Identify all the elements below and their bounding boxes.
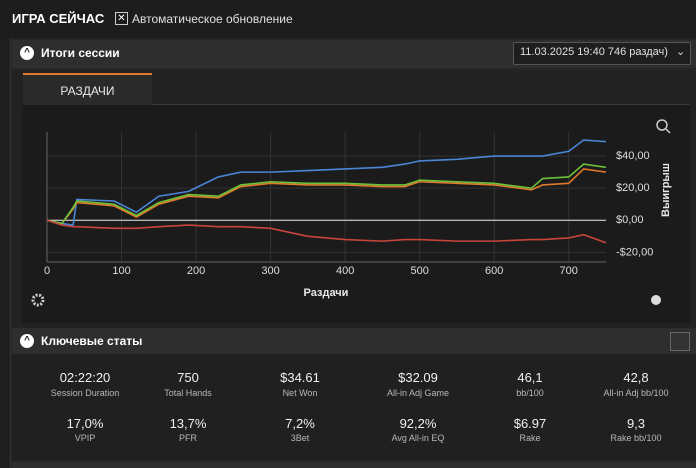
series-line [46, 168, 607, 225]
dropdown-text[interactable]: 11.03.2025 19:40 746 раздач) [520, 46, 668, 58]
stat-value: 17,0% [66, 416, 104, 431]
tab-label[interactable]: РАЗДАЧИ [60, 84, 115, 98]
stats-body [12, 354, 696, 460]
zoom-icon[interactable] [656, 119, 668, 131]
stat-label: Rake bb/100 [610, 433, 662, 443]
x-tick-label: 400 [336, 265, 354, 277]
stats-title: Ключевые статы [41, 334, 143, 348]
chart-bg [22, 105, 690, 323]
series-line [46, 163, 607, 225]
settings-icon[interactable] [31, 293, 45, 307]
stat-value: 13,7% [169, 416, 207, 431]
stat-label: Avg All-in EQ [391, 433, 445, 443]
y-tick-label: -$20,00 [616, 246, 653, 258]
stat-label: Session Duration [50, 388, 120, 398]
stats-header [12, 328, 696, 354]
stat-value: $32.09 [398, 370, 438, 385]
collapse-icon[interactable]: ^ [20, 46, 34, 60]
y-tick-label: $20,00 [616, 182, 650, 194]
panel-title: Итоги сессии [41, 46, 120, 60]
stat-value: 7,2% [285, 416, 315, 431]
x-tick-label: 200 [187, 265, 205, 277]
layout-button[interactable] [670, 332, 690, 351]
stat-value: $34.61 [280, 370, 320, 385]
next-panel [12, 462, 696, 468]
zoom-icon-handle[interactable] [665, 128, 671, 134]
y-tick-label: $40,00 [616, 150, 650, 162]
chart: Раздачи Выигрыш 0 100 200 300 400 500 600 700 -$… [22, 105, 690, 323]
stat-label: All-in Adj bb/100 [603, 388, 669, 398]
checkbox[interactable]: ✕ [115, 12, 128, 25]
stat-label: 3Bet [290, 433, 310, 443]
x-tick-label: 300 [261, 265, 279, 277]
info-icon[interactable] [651, 295, 661, 305]
page-title: ИГРА СЕЙЧАС [12, 11, 105, 26]
stat-label: Net Won [282, 388, 318, 398]
stat-label: Rake [519, 433, 541, 443]
x-tick-label: 500 [410, 265, 428, 277]
series-line [46, 139, 607, 226]
stat-label: PFR [179, 433, 197, 443]
stat-value: 46,1 [517, 370, 543, 385]
stat-label: All-in Adj Game [386, 388, 450, 398]
x-tick-label: 0 [44, 265, 50, 277]
y-axis-label: Выигрыш [660, 163, 672, 217]
session-dropdown[interactable] [513, 42, 691, 65]
stat-value: 750 [177, 370, 199, 385]
stat-label: bb/100 [516, 388, 544, 398]
stat-value: $6.97 [513, 416, 547, 431]
stat-value: 92,2% [399, 416, 437, 431]
series-line [46, 219, 607, 244]
stat-value: 42,8 [623, 370, 649, 385]
collapse-icon[interactable]: ^ [20, 334, 34, 348]
stat-label: VPIP [74, 433, 96, 443]
left-strip [0, 38, 11, 468]
x-tick-label: 100 [112, 265, 130, 277]
y-tick-label: $0,00 [616, 214, 644, 226]
stat-label: Total Hands [164, 388, 212, 398]
stat-value: 9,3 [626, 416, 646, 431]
dropdown-arrow[interactable]: ⌄ [676, 46, 686, 58]
x-tick-label: 700 [560, 265, 578, 277]
x-axis-label: Раздачи [304, 287, 349, 299]
tab[interactable] [23, 73, 152, 106]
stat-value: 02:22:20 [59, 370, 111, 385]
checkbox-label[interactable]: Автоматическое обновление [132, 12, 293, 26]
x-tick-label: 600 [485, 265, 503, 277]
tab-rule [152, 104, 690, 105]
